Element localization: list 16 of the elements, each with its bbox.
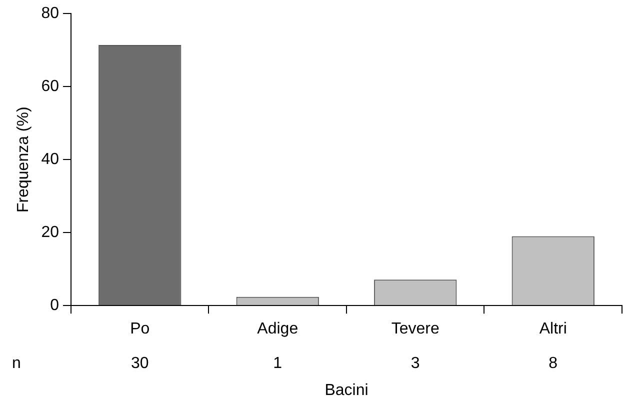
- y-tick-label: 60: [41, 78, 60, 96]
- text: 1: [273, 355, 282, 372]
- text: 30: [130, 355, 149, 372]
- text: n: [12, 355, 21, 372]
- x-axis-title: Bacini: [324, 382, 368, 399]
- y-tick-label: 40: [41, 151, 60, 168]
- y-axis-title: Frequenza (%): [15, 106, 32, 213]
- x-tick-label: Adige: [257, 320, 298, 338]
- x-tick-label: Altri: [539, 320, 567, 338]
- text: 3: [410, 355, 420, 372]
- text: 8: [548, 355, 558, 372]
- y-tick-label: 80: [41, 5, 60, 22]
- x-tick-label: Tevere: [391, 320, 440, 338]
- y-tick-label: 20: [41, 224, 60, 242]
- y-tick-label: 0: [50, 297, 60, 314]
- x-tick-label: Po: [130, 320, 150, 338]
